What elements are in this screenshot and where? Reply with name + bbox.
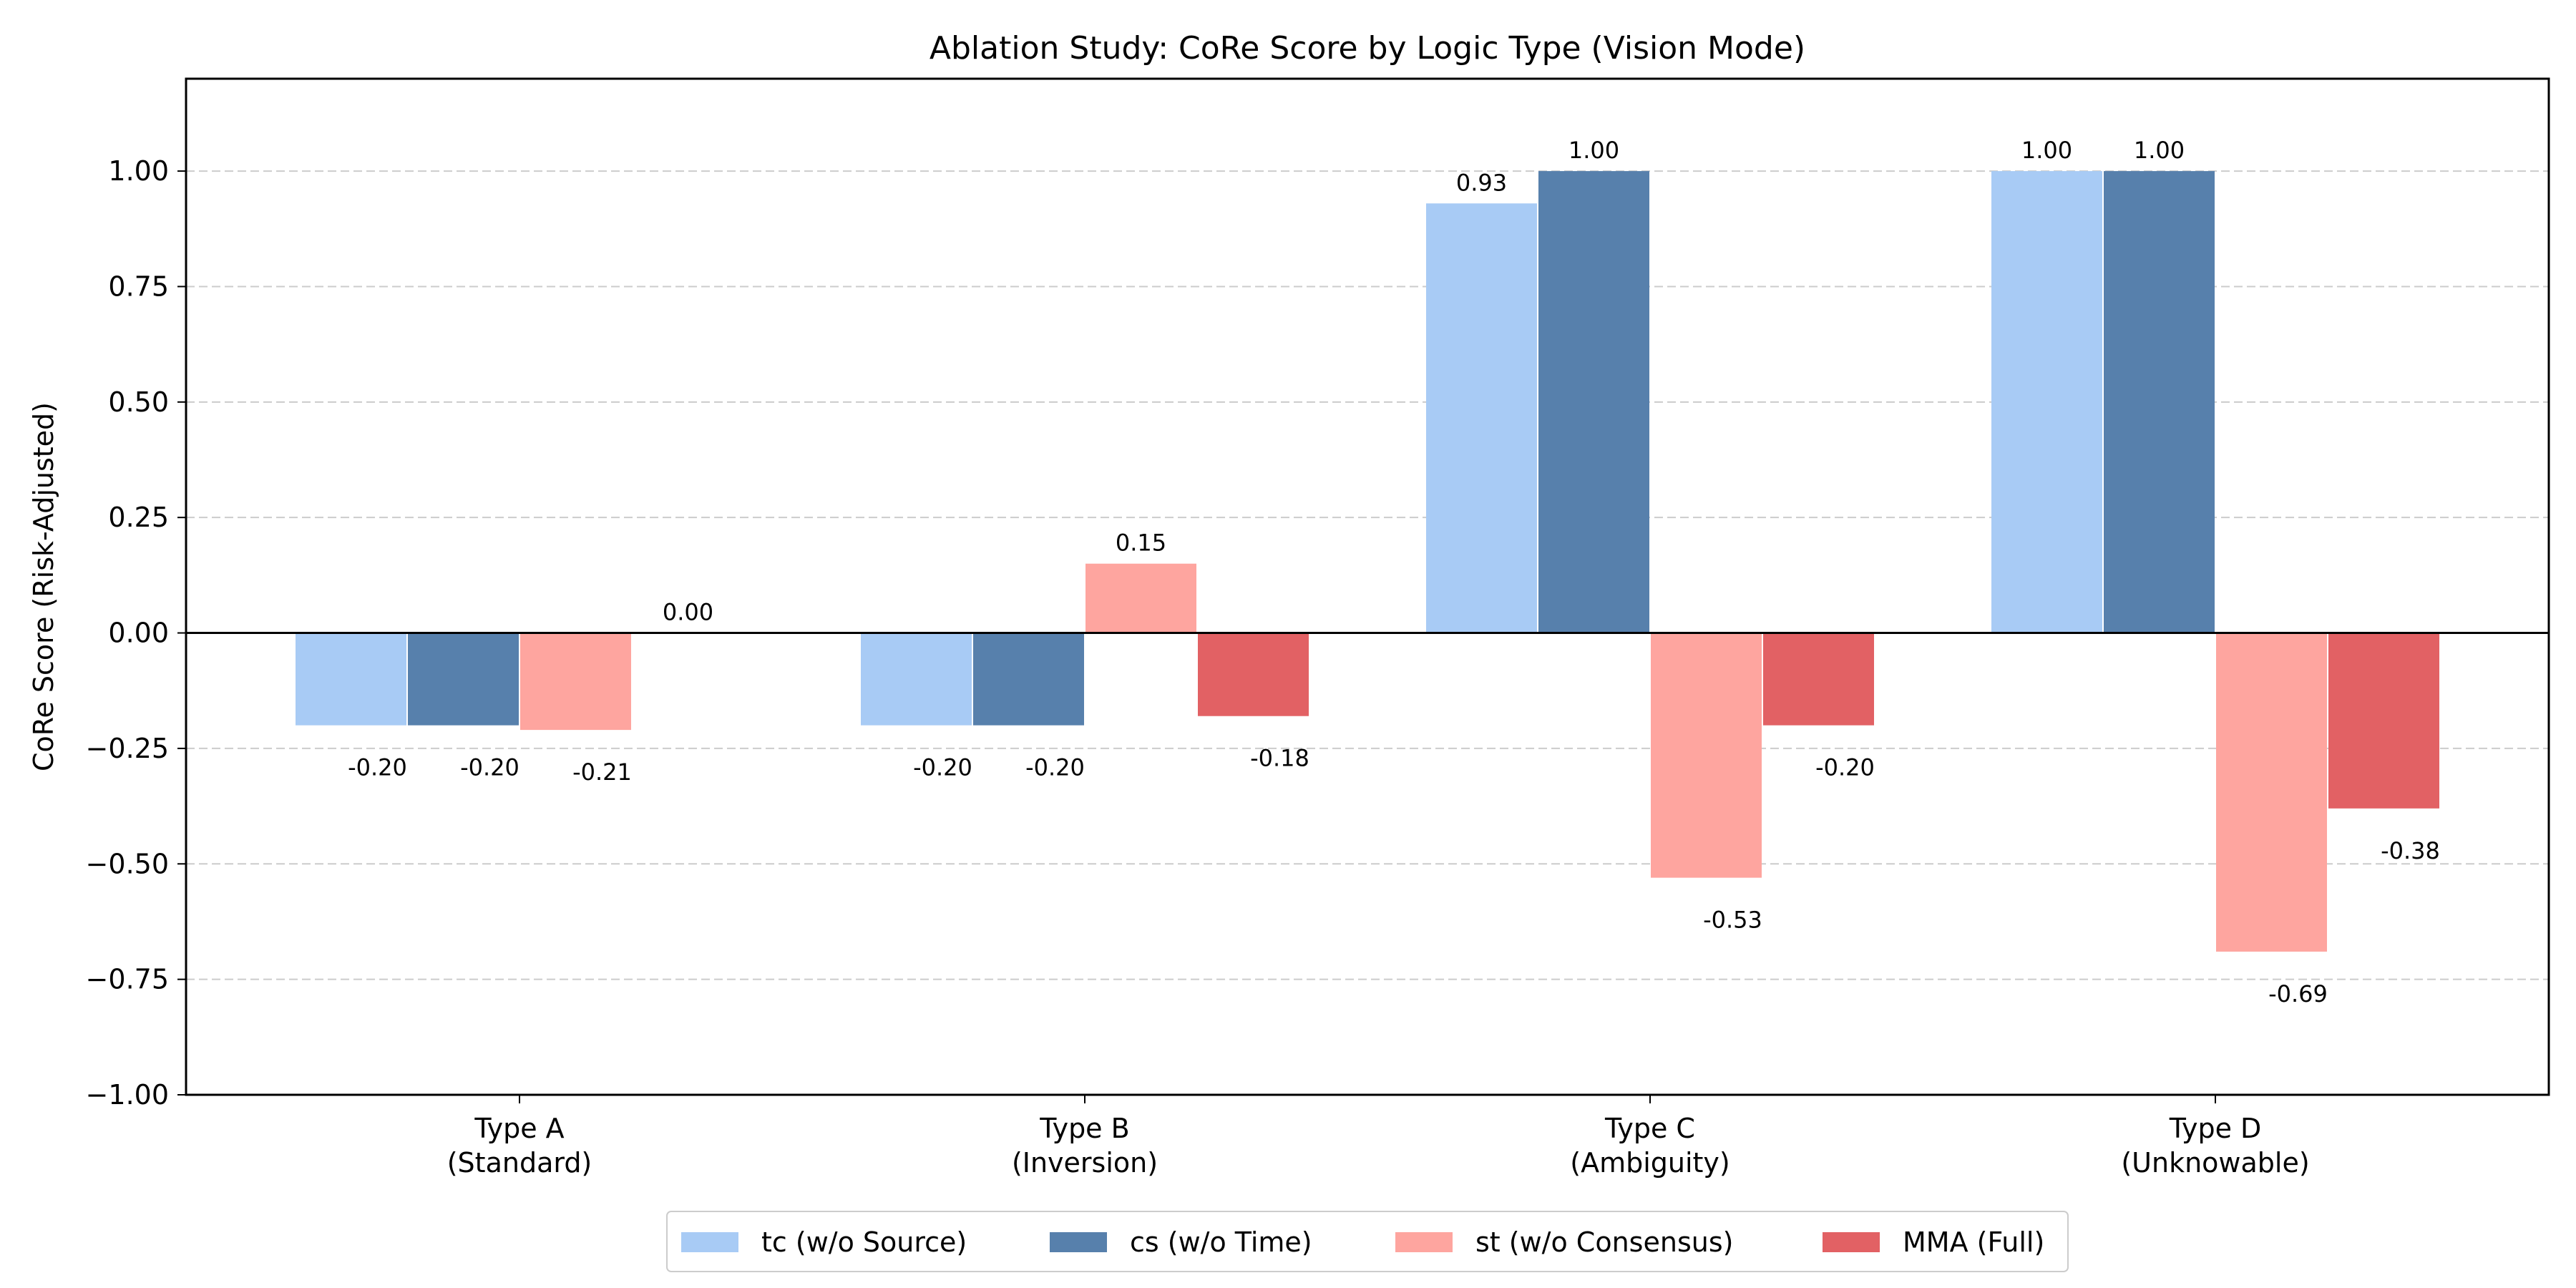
x-tick-label: (Inversion) [1012, 1147, 1158, 1179]
data-label: 1.00 [1568, 137, 1619, 164]
legend-label: st (w/o Consensus) [1475, 1226, 1733, 1258]
chart-title: Ablation Study: CoRe Score by Logic Type… [930, 30, 1805, 67]
legend-swatch [681, 1232, 738, 1252]
legend-label: MMA (Full) [1903, 1226, 2044, 1258]
bar [520, 633, 631, 731]
legend-frame [666, 1211, 2069, 1272]
data-label: 0.00 [663, 599, 713, 626]
bar [2216, 633, 2327, 952]
legend: tc (w/o Source) cs (w/o Time) st (w/o Cons… [666, 1211, 2069, 1272]
x-tick-label: Type D [2169, 1113, 2262, 1144]
x-tick-label: Type A [474, 1113, 564, 1144]
y-tick-label: 1.00 [108, 155, 169, 187]
bar [1085, 563, 1196, 633]
data-label: -0.20 [460, 754, 519, 781]
y-tick-label: −0.75 [86, 964, 169, 995]
x-tick-label: (Ambiguity) [1570, 1147, 1730, 1179]
bar [2104, 171, 2215, 633]
legend-swatch [1823, 1232, 1880, 1252]
plot-frame [185, 77, 2550, 1096]
data-label: 0.93 [1456, 169, 1507, 196]
data-label: 0.15 [1116, 530, 1166, 557]
data-label: -0.21 [572, 758, 632, 786]
bar [1991, 171, 2102, 633]
data-label: 1.00 [2134, 137, 2185, 164]
bar [2328, 633, 2439, 809]
legend-label: tc (w/o Source) [761, 1226, 967, 1258]
y-tick-label: −0.25 [86, 733, 169, 764]
data-label: -0.69 [2268, 980, 2328, 1008]
data-label: -0.53 [1703, 907, 1762, 934]
x-tick-label: (Standard) [447, 1147, 592, 1179]
bar [1538, 171, 1649, 633]
data-label: -0.38 [2381, 837, 2440, 864]
y-tick-label: 0.50 [108, 386, 169, 418]
data-label: -0.20 [1025, 754, 1085, 781]
bar [1763, 633, 1874, 726]
bar [408, 633, 519, 726]
bar [1198, 633, 1309, 716]
bar [861, 633, 972, 726]
data-label: -0.20 [348, 754, 407, 781]
bar [1651, 633, 1762, 878]
x-tick-label: (Unknowable) [2121, 1147, 2309, 1179]
y-axis-label: CoRe Score (Risk-Adjusted) [28, 402, 59, 771]
data-label: -0.18 [1250, 745, 1309, 772]
data-labels: -0.20 -0.20 -0.21 0.00 -0.20 -0.20 0.15 -0.18 0.… [348, 137, 2440, 1008]
bars [296, 171, 2439, 952]
data-label: 1.00 [2021, 137, 2072, 164]
bar [296, 633, 406, 726]
y-axis-ticks: 1.00 0.75 0.50 0.25 0.00 −0.25 −0.50 −0.75 −1.00 [86, 155, 186, 1111]
x-tick-label: Type B [1039, 1113, 1129, 1144]
legend-label: cs (w/o Time) [1130, 1226, 1312, 1258]
data-label: -0.20 [913, 754, 972, 781]
y-tick-label: −0.50 [86, 848, 169, 879]
legend-swatch [1050, 1232, 1107, 1252]
y-tick-label: 0.75 [108, 270, 169, 302]
y-tick-label: −1.00 [86, 1079, 169, 1111]
bar [1426, 203, 1537, 633]
legend-swatch [1395, 1232, 1453, 1252]
y-tick-label: 0.00 [108, 618, 169, 649]
bar [973, 633, 1084, 726]
data-label: -0.20 [1815, 754, 1875, 781]
x-axis-ticks: Type A(Standard)Type B(Inversion)Type C(… [447, 1095, 2310, 1179]
y-tick-label: 0.25 [108, 502, 169, 533]
x-tick-label: Type C [1604, 1113, 1695, 1144]
